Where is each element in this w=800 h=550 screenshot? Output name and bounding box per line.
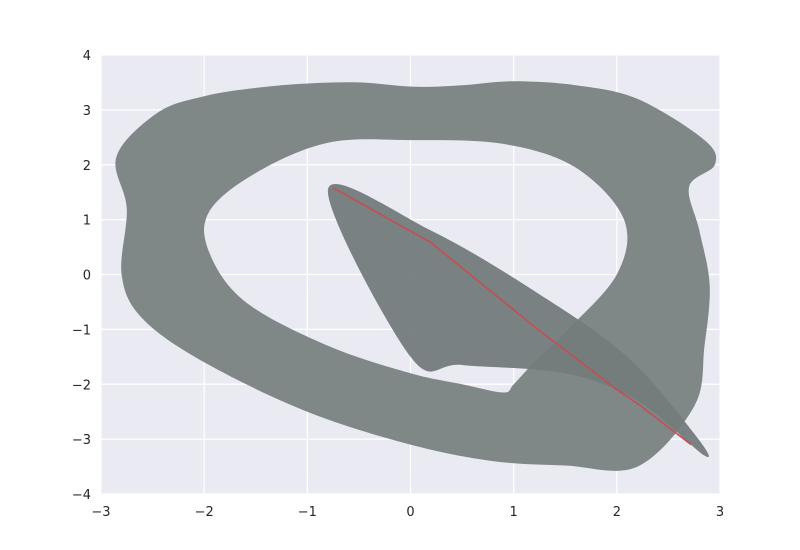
- x-tick-label: 1: [510, 505, 518, 520]
- band-area: [115, 81, 717, 471]
- y-tick-label: 2: [83, 159, 91, 174]
- band-ring: [115, 81, 717, 471]
- y-tick-label: 3: [83, 104, 91, 119]
- y-tick-label: −4: [72, 488, 91, 503]
- x-tick-label: 2: [613, 505, 621, 520]
- red-line-series: [332, 187, 692, 446]
- y-axis-ticks: 4 3 2 1 0 −1 −2 −3 −4: [72, 49, 91, 503]
- y-tick-label: 4: [83, 49, 91, 64]
- y-tick-label: −3: [72, 433, 91, 448]
- x-tick-label: −1: [298, 505, 317, 520]
- band-crossing-strip: [327, 183, 709, 458]
- x-tick-label: −3: [91, 505, 110, 520]
- y-tick-label: 0: [83, 269, 91, 284]
- y-tick-label: −1: [72, 323, 91, 338]
- y-tick-label: −2: [72, 378, 91, 393]
- x-axis-ticks: −3 −2 −1 0 1 2 3: [91, 505, 724, 520]
- y-tick-label: 1: [83, 214, 91, 229]
- line-series: [332, 187, 692, 446]
- x-tick-label: −2: [195, 505, 214, 520]
- x-tick-label: 0: [406, 505, 414, 520]
- x-tick-label: 3: [716, 505, 724, 520]
